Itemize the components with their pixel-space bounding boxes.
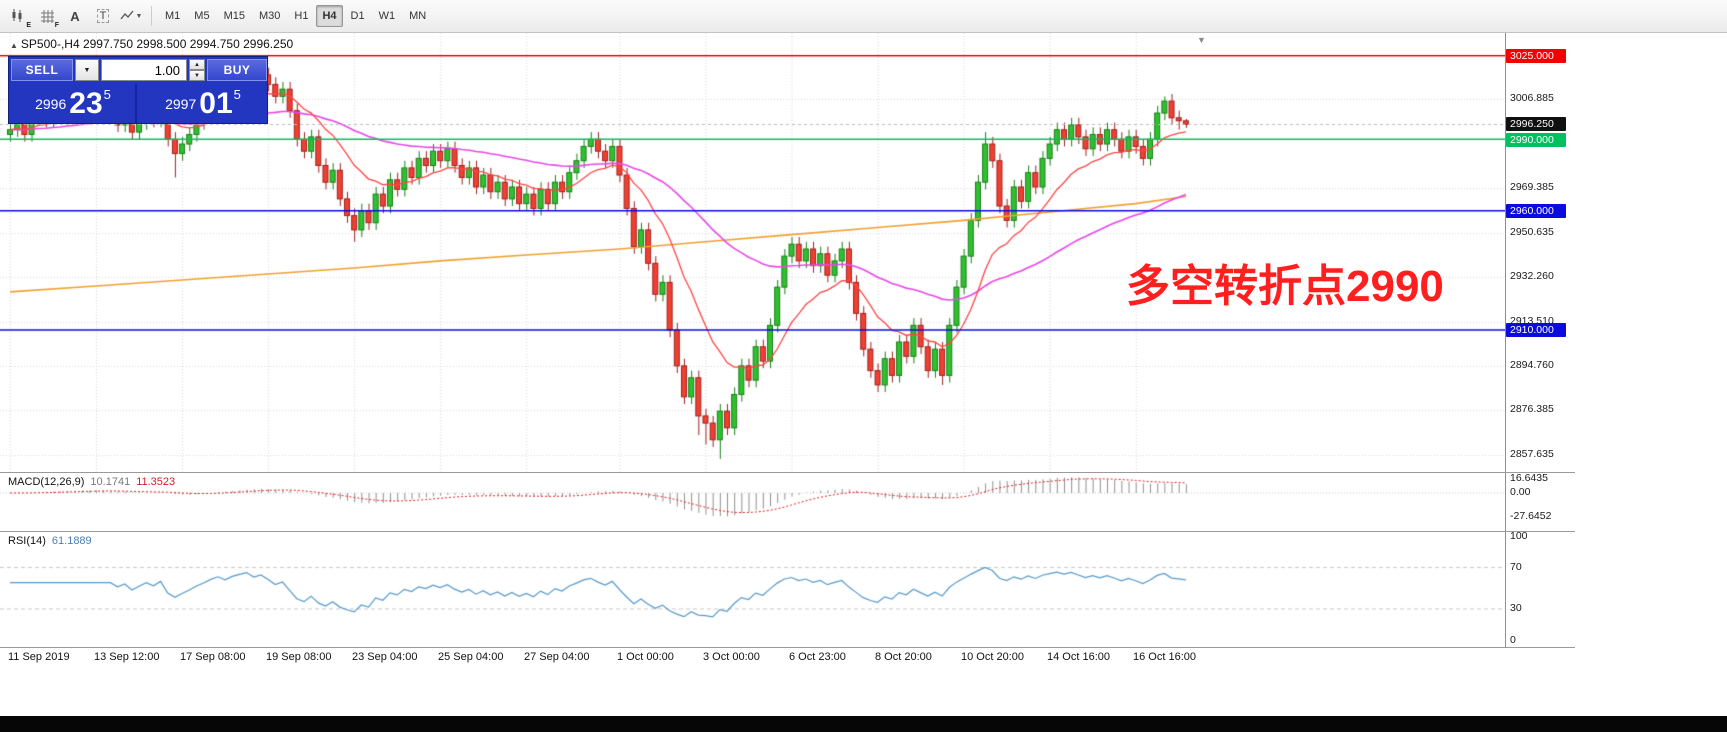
rsi-canvas[interactable] bbox=[0, 531, 1505, 647]
hline-label-2960: 2960.000 bbox=[1506, 204, 1566, 218]
line-tools-icon[interactable]: ▼ bbox=[118, 4, 144, 28]
symbol-marker-icon: ▲ bbox=[10, 41, 18, 50]
timeframe-button-w1[interactable]: W1 bbox=[378, 10, 396, 22]
macd-value-signal: 11.3523 bbox=[136, 476, 176, 488]
timeframe-button-m5[interactable]: M5 bbox=[194, 10, 210, 22]
macd-canvas[interactable] bbox=[0, 473, 1505, 531]
timeframe-button-h1[interactable]: H1 bbox=[294, 10, 309, 22]
grid-icon[interactable]: F bbox=[34, 4, 60, 29]
time-axis-label: 23 Sep 04:00 bbox=[352, 651, 418, 663]
time-axis-label: 19 Sep 08:00 bbox=[266, 651, 332, 663]
chinese-annotation: 多空转折点2990 bbox=[1126, 262, 1444, 311]
volume-input[interactable] bbox=[101, 59, 187, 81]
price-axis-label: 2950.635 bbox=[1510, 226, 1554, 238]
timeframe-button-mn[interactable]: MN bbox=[409, 10, 427, 22]
icon-sub-f: F bbox=[54, 22, 59, 29]
macd-scale-min: -27.6452 bbox=[1510, 510, 1552, 522]
buy-price-big: 01 bbox=[199, 86, 233, 120]
price-shift-marker-icon[interactable]: ▼ bbox=[1197, 35, 1206, 45]
chart-header-text: SP500-,H4 2997.750 2998.500 2994.750 299… bbox=[20, 37, 294, 51]
icon-sub-e: E bbox=[26, 22, 31, 29]
rsi-header: RSI(14) 61.1889 bbox=[8, 535, 92, 547]
timeframe-button-m15[interactable]: M15 bbox=[223, 10, 245, 22]
one-click-trading-panel: SELL ▼ ▲ ▼ BUY 2996 23 5 2997 01 5 bbox=[8, 56, 268, 124]
timeframe-button-m1[interactable]: M1 bbox=[165, 10, 181, 22]
buy-price-display[interactable]: 2997 01 5 bbox=[139, 84, 267, 123]
macd-title: MACD(12,26,9) bbox=[8, 476, 85, 488]
time-axis-label: 8 Oct 20:00 bbox=[875, 651, 932, 663]
spin-down-button[interactable]: ▼ bbox=[189, 70, 205, 81]
sell-price-small: 2996 bbox=[35, 95, 67, 112]
panel-separator[interactable] bbox=[0, 647, 1575, 648]
price-axis-label: 2969.385 bbox=[1510, 181, 1554, 193]
sell-price-display[interactable]: 2996 23 5 bbox=[11, 84, 137, 123]
macd-scale-zero: 0.00 bbox=[1510, 486, 1531, 498]
price-axis-label: 3006.885 bbox=[1510, 92, 1554, 104]
macd-header: MACD(12,26,9) 10.1741 11.3523 bbox=[8, 476, 175, 488]
time-axis-label: 3 Oct 00:00 bbox=[703, 651, 760, 663]
toolbar-separator bbox=[151, 6, 152, 26]
macd-value-main: 10.1741 bbox=[90, 476, 131, 488]
time-axis-label: 17 Sep 08:00 bbox=[180, 651, 246, 663]
cursor-tool-glyph: A bbox=[70, 8, 80, 24]
time-axis-label: 1 Oct 00:00 bbox=[617, 651, 674, 663]
timeframe-button-m30[interactable]: M30 bbox=[258, 10, 281, 22]
bottom-black-bar bbox=[0, 716, 1727, 732]
triangle-down-icon: ▼ bbox=[194, 72, 200, 79]
buy-price-small: 2997 bbox=[165, 95, 197, 112]
time-axis-label: 11 Sep 2019 bbox=[8, 651, 70, 663]
buy-button[interactable]: BUY bbox=[207, 59, 267, 81]
time-axis-label: 6 Oct 23:00 bbox=[789, 651, 846, 663]
rsi-scale-70: 70 bbox=[1510, 561, 1522, 573]
volume-spinner: ▲ ▼ bbox=[189, 59, 205, 81]
panel-separator[interactable] bbox=[0, 472, 1575, 473]
time-axis-label: 13 Sep 12:00 bbox=[94, 651, 160, 663]
top-toolbar: E F A T ▼ M1 M5 M15 M30 H1 H4 D1 W1 MN bbox=[0, 0, 1727, 33]
triangle-up-icon: ▲ bbox=[194, 61, 200, 68]
timeframe-button-h4[interactable]: H4 bbox=[316, 5, 343, 27]
sell-button[interactable]: SELL bbox=[11, 59, 73, 81]
price-axis-label: 2932.260 bbox=[1510, 270, 1554, 282]
time-axis-label: 10 Oct 20:00 bbox=[961, 651, 1024, 663]
rsi-scale-30: 30 bbox=[1510, 602, 1522, 614]
sell-price-sup: 5 bbox=[103, 87, 111, 102]
rsi-scale-100: 100 bbox=[1510, 530, 1528, 542]
timeframe-button-d1[interactable]: D1 bbox=[350, 10, 365, 22]
order-type-dropdown[interactable]: ▼ bbox=[75, 59, 99, 81]
spin-up-button[interactable]: ▲ bbox=[189, 59, 205, 70]
chevron-down-icon: ▼ bbox=[135, 12, 143, 20]
time-axis-label: 16 Oct 16:00 bbox=[1133, 651, 1196, 663]
buy-price-sup: 5 bbox=[233, 87, 241, 102]
price-axis-label: 2857.635 bbox=[1510, 448, 1554, 460]
price-axis-label: 2894.760 bbox=[1510, 359, 1554, 371]
rsi-value: 61.1889 bbox=[51, 535, 92, 547]
rsi-title: RSI(14) bbox=[8, 535, 46, 547]
time-axis-label: 14 Oct 16:00 bbox=[1047, 651, 1110, 663]
price-axis-label: 2876.385 bbox=[1510, 403, 1554, 415]
rsi-scale-0: 0 bbox=[1510, 634, 1516, 646]
indicator-window-icon[interactable]: E bbox=[6, 4, 32, 29]
macd-scale-max: 16.6435 bbox=[1510, 472, 1548, 484]
text-tool-glyph: T bbox=[96, 9, 110, 23]
time-axis-label: 25 Sep 04:00 bbox=[438, 651, 504, 663]
sell-price-big: 23 bbox=[69, 86, 103, 120]
hline-label-2990: 2990.000 bbox=[1506, 133, 1566, 147]
hline-label-2910: 2910.000 bbox=[1506, 323, 1566, 337]
time-axis-label: 27 Sep 04:00 bbox=[524, 651, 590, 663]
chevron-down-icon: ▼ bbox=[83, 66, 91, 74]
chart-ohlc-header: ▲ SP500-,H4 2997.750 2998.500 2994.750 29… bbox=[10, 37, 293, 51]
price-axis-border bbox=[1505, 33, 1506, 648]
last-price-label: 2996.250 bbox=[1506, 117, 1566, 131]
cursor-tool-icon[interactable]: A bbox=[62, 4, 88, 28]
panel-separator[interactable] bbox=[0, 531, 1575, 532]
text-tool-icon[interactable]: T bbox=[90, 4, 116, 28]
hline-label-3025: 3025.000 bbox=[1506, 49, 1566, 63]
